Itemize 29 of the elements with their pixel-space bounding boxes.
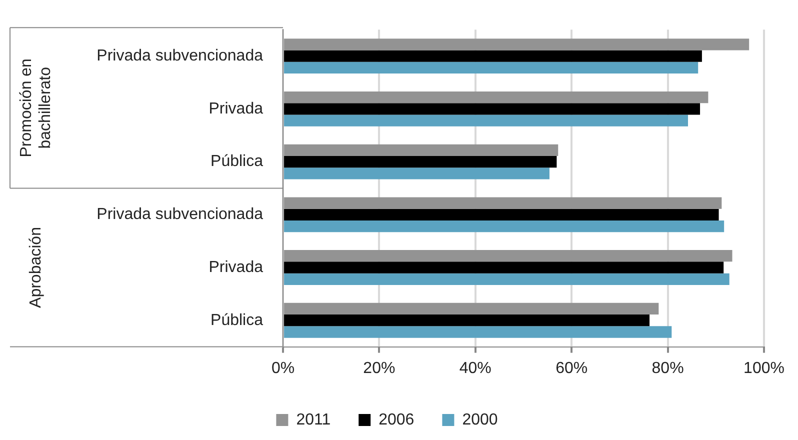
- bar: [284, 262, 724, 274]
- text: Aprobación: [27, 227, 44, 308]
- x-tick-label: 20%: [363, 360, 396, 377]
- bar: [284, 50, 702, 62]
- text: Promoción en bachillerato: [18, 58, 54, 158]
- bar: [284, 103, 700, 115]
- legend-label: 2006: [378, 411, 414, 428]
- legend-label: 2011: [296, 411, 331, 428]
- bar: [284, 62, 698, 74]
- x-tick-label: 80%: [652, 360, 684, 377]
- x-tick-label: 40%: [459, 360, 492, 377]
- x-tick-label: 60%: [556, 360, 588, 377]
- bar: [284, 114, 688, 126]
- x-tick-label: 100%: [744, 360, 784, 377]
- bar: [284, 314, 650, 326]
- bar: [284, 273, 730, 285]
- bar: [284, 326, 672, 338]
- bar: [284, 156, 557, 168]
- x-tick-label: 0%: [271, 360, 295, 377]
- y-tick-label: Privada: [208, 258, 264, 276]
- bar: [284, 168, 550, 180]
- y-tick-label: Pública: [210, 153, 264, 170]
- y-tick-label: Privada subvencionada: [96, 206, 264, 224]
- legend-label: 2000: [462, 411, 498, 428]
- bar: [284, 220, 724, 232]
- bar: [284, 208, 719, 220]
- y-tick-label: Pública: [210, 312, 264, 329]
- y-tick-label: Privada: [208, 100, 264, 118]
- y-tick-label: Privada subvencionada: [96, 47, 264, 64]
